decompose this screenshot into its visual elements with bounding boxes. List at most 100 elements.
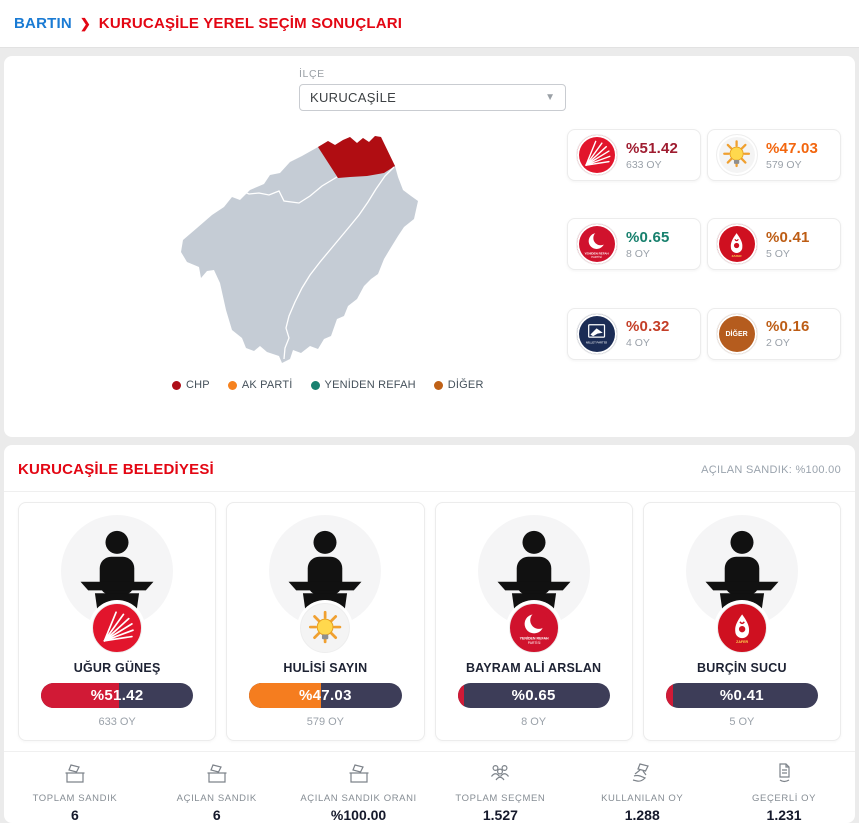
ballot-box-icon (349, 764, 369, 783)
legend-item-yenidenrefah: YENİDEN REFAH (310, 379, 416, 391)
result-percent: %0.16 (766, 318, 810, 336)
district-filter-label: İLÇE (299, 68, 325, 80)
opened-ballot-info: AÇILAN SANDIK: %100.00 (701, 463, 841, 476)
legend-dot-diger (433, 380, 443, 390)
candidate-card-ugur-gunes: UĞUR GÜNEŞ %51.42 633 OY (18, 502, 217, 741)
result-card-diger: DİĞER %0.16 2 OY (707, 307, 841, 360)
candidate-result-bar: %0.41 (665, 683, 818, 708)
legend-item-akparti: AK PARTİ (227, 379, 293, 391)
legend-dot-yenidenrefah (310, 380, 320, 390)
municipality-panel: KURUCAŞİLE BELEDİYESİ AÇILAN SANDIK: %10… (4, 445, 855, 823)
legend-item-diger: DİĞER (433, 379, 484, 391)
result-card-yenidenrefah: %0.65 8 OY (567, 218, 701, 271)
legend-label-chp: CHP (186, 379, 210, 391)
candidate-name: UĞUR GÜNEŞ (73, 661, 161, 675)
bar-fill (41, 683, 120, 708)
ballot-paper-icon (779, 763, 790, 783)
result-percent: %51.42 (626, 139, 679, 157)
breadcrumb-separator-icon: ❯ (79, 15, 91, 31)
district-select-value: KURUCAŞİLE (310, 90, 397, 105)
stat-label: TOPLAM SANDIK (32, 793, 118, 804)
candidate-votes: 579 OY (306, 716, 345, 728)
akparti-logo-icon (716, 134, 758, 176)
stat-toplam-secmen: TOPLAM SEÇMEN 1.527 (429, 761, 571, 823)
candidate-votes: 5 OY (729, 716, 755, 728)
candidate-percent: %51.42 (90, 686, 144, 704)
result-card-millet: %0.32 4 OY (567, 307, 701, 360)
map-highlighted-district[interactable] (318, 136, 395, 178)
legend-label-akparti: AK PARTİ (241, 379, 293, 391)
bar-fill (665, 683, 673, 708)
result-votes: 633 OY (626, 158, 662, 171)
district-select[interactable]: KURUCAŞİLE ▼ (299, 84, 566, 111)
candidate-card-burcin-sucu: BURÇİN SUCU %0.41 5 OY (642, 502, 841, 741)
stat-label: KULLANILAN OY (601, 793, 684, 804)
stat-label: GEÇERLİ OY (752, 793, 817, 804)
candidate-result-bar: %0.65 (457, 683, 610, 708)
ballot-box-icon (65, 764, 85, 783)
candidate-card-hulisi-sayin: HULİSİ SAYIN %47.03 579 OY (226, 502, 425, 741)
stat-value: 1.231 (766, 807, 802, 823)
district-filter: İLÇE KURUCAŞİLE ▼ (299, 68, 566, 111)
municipality-title: KURUCAŞİLE BELEDİYESİ (18, 461, 214, 478)
candidate-name: HULİSİ SAYIN (283, 661, 368, 675)
district-map-svg (181, 136, 418, 363)
candidate-percent: %47.03 (299, 686, 352, 704)
candidate-name: BURÇİN SUCU (697, 661, 787, 675)
yenidenrefah-logo-icon (508, 603, 559, 653)
svg-text:DİĞER: DİĞER (726, 329, 748, 338)
candidate-cards: UĞUR GÜNEŞ %51.42 633 OY HULİSİ SAYIN (4, 492, 855, 741)
zafer-logo-icon (716, 223, 758, 266)
yenidenrefah-logo-icon (576, 223, 618, 266)
candidate-avatar (477, 515, 590, 627)
stat-label: AÇILAN SANDIK (176, 793, 257, 804)
result-percent: %0.65 (626, 228, 670, 246)
legend-dot-chp (172, 380, 181, 390)
candidate-name: BAYRAM ALİ ARSLAN (465, 661, 602, 675)
chevron-down-icon: ▼ (545, 92, 555, 103)
candidate-percent: %0.41 (719, 686, 764, 704)
result-votes: 5 OY (766, 247, 790, 260)
result-percent: %0.41 (766, 228, 810, 246)
candidate-result-bar: %51.42 (41, 683, 194, 708)
result-card-akparti: %47.03 579 OY (707, 129, 841, 181)
breadcrumb-province-link[interactable]: BARTIN (14, 15, 72, 32)
summary-stats: TOPLAM SANDIK 6 AÇILAN SANDIK 6 AÇILAN S… (4, 751, 855, 823)
municipality-header: KURUCAŞİLE BELEDİYESİ AÇILAN SANDIK: %10… (4, 445, 855, 492)
stat-acilan-sandik-orani: AÇILAN SANDIK ORANI %100.00 (288, 761, 430, 823)
ballot-box-icon (207, 764, 227, 783)
result-percent: %0.32 (626, 318, 670, 336)
akparti-logo-icon (300, 603, 351, 653)
breadcrumb: BARTIN ❯ KURUCAŞİLE YEREL SEÇİM SONUÇLAR… (0, 0, 859, 48)
result-votes: 579 OY (766, 158, 802, 171)
bar-fill (457, 683, 465, 708)
stat-label: TOPLAM SEÇMEN (455, 793, 546, 804)
people-icon (491, 764, 510, 781)
stat-value: %100.00 (330, 807, 387, 823)
result-card-chp: %51.42 633 OY (567, 129, 701, 181)
legend-item-chp: CHP (172, 379, 210, 391)
result-card-zafer: %0.41 5 OY (707, 218, 841, 271)
map-legend: CHP AK PARTİ YENİDEN REFAH DİĞER (172, 379, 567, 391)
chp-logo-icon (92, 603, 143, 653)
stat-value: 6 (71, 807, 79, 823)
stat-label: AÇILAN SANDIK ORANI (300, 793, 417, 804)
candidate-card-bayram-ali-arslan: BAYRAM ALİ ARSLAN %0.65 8 OY (434, 502, 633, 741)
stat-value: 6 (212, 807, 221, 823)
bar-fill (249, 683, 321, 708)
candidate-percent: %0.65 (511, 686, 556, 704)
legend-dot-akparti (227, 380, 237, 390)
stat-value: 1.288 (624, 807, 660, 823)
map-internal-borders (238, 166, 395, 360)
diger-logo-icon: DİĞER (716, 312, 758, 355)
zafer-logo-icon (716, 603, 767, 653)
millet-logo-icon (576, 312, 618, 355)
map-district-shape (181, 136, 418, 363)
legend-label-yenidenrefah: YENİDEN REFAH (324, 379, 416, 391)
candidate-result-bar: %47.03 (249, 683, 402, 708)
result-votes: 2 OY (766, 337, 790, 350)
hand-casting-vote-icon (633, 763, 650, 782)
chp-logo-icon (576, 134, 618, 176)
result-votes: 8 OY (626, 247, 650, 260)
result-percent: %47.03 (766, 139, 819, 157)
